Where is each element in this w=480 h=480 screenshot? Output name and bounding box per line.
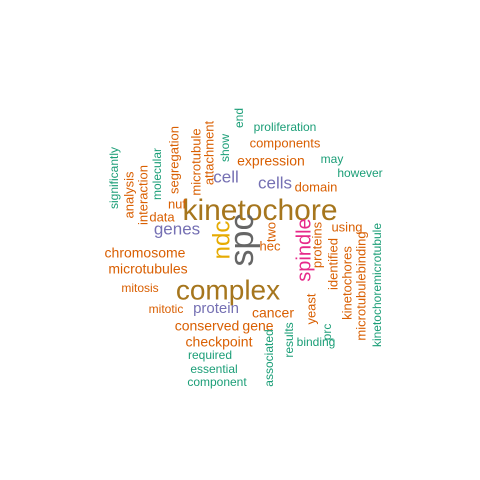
word-nuf: nuf (168, 196, 186, 211)
word-genes: genes (154, 219, 200, 238)
word-segregation: segregation (166, 126, 181, 194)
word-cells: cells (258, 173, 292, 192)
word-cell: cell (213, 167, 239, 186)
word-essential: essential (190, 362, 237, 376)
word-microtubulebinding: microtubulebinding (353, 231, 368, 340)
word-results: results (282, 322, 296, 357)
word-molecular: molecular (150, 148, 164, 200)
word-component: component (187, 375, 247, 389)
word-complex: complex (176, 274, 280, 305)
word-may: may (321, 152, 344, 166)
word-checkpoint: checkpoint (186, 334, 253, 350)
word-kinetochores: kinetochores (339, 246, 354, 320)
word-hec: hec (260, 238, 281, 253)
word-required: required (188, 348, 232, 362)
word-identified: identified (325, 238, 340, 290)
word-proliferation: proliferation (254, 120, 317, 134)
word-expression: expression (237, 153, 305, 169)
word-chromosome: chromosome (105, 245, 186, 261)
word-yeast: yeast (303, 293, 318, 324)
word-conserved: conserved (175, 318, 240, 334)
word-attachment: attachment (201, 120, 216, 185)
word-proteins: proteins (309, 221, 324, 268)
word-protein: protein (193, 300, 239, 317)
word-components: components (250, 135, 321, 150)
word-kinetochoremicrotubule: kinetochoremicrotubule (370, 223, 384, 347)
word-domain: domain (295, 179, 338, 194)
word-associated: associated (262, 329, 276, 386)
word-mitotic: mitotic (149, 302, 184, 316)
word-spc: spc (223, 214, 261, 267)
word-show: show (218, 134, 232, 162)
word-binding: binding (297, 335, 336, 349)
word-using: using (331, 219, 362, 234)
word-prc: prc (320, 324, 334, 341)
word-gene: gene (242, 318, 273, 334)
word-microtubules: microtubules (108, 261, 187, 277)
word-microtubule: microtubule (188, 128, 203, 195)
word-significantly: significantly (107, 147, 121, 209)
word-cancer: cancer (252, 305, 294, 321)
word-however: however (337, 166, 382, 180)
word-data: data (149, 209, 175, 224)
word-two: two (263, 222, 278, 242)
word-spindle: spindle (293, 218, 315, 281)
word-kinetochore: kinetochore (182, 194, 337, 227)
word-interaction: interaction (135, 165, 150, 225)
word-end: end (232, 108, 246, 128)
word-mitosis: mitosis (121, 281, 158, 295)
word-analysis: analysis (121, 171, 136, 218)
word-ndc: ndc (208, 221, 235, 260)
